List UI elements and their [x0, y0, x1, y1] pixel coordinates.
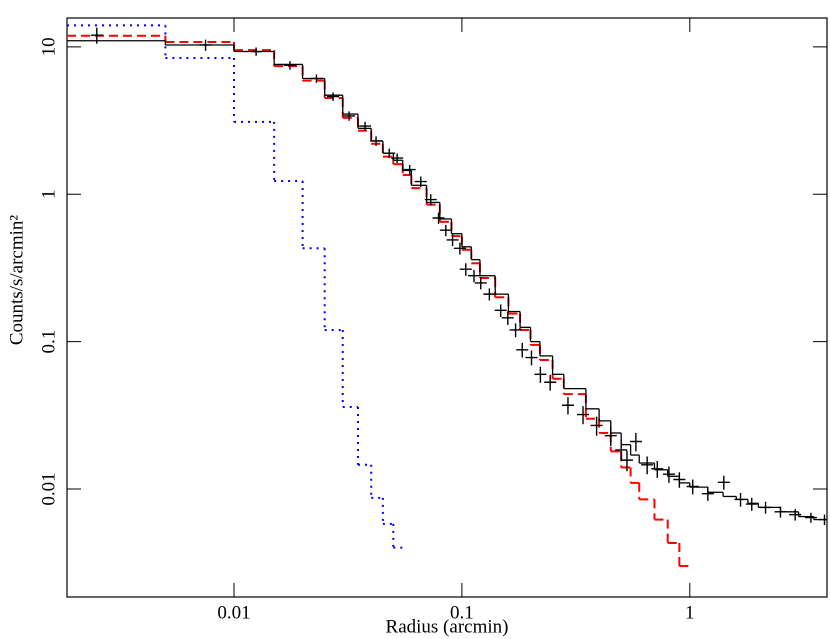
data-point [620, 450, 633, 472]
data-point [734, 492, 747, 507]
plot-frame [66, 17, 828, 598]
data-point [327, 92, 340, 101]
data-point [283, 61, 296, 70]
data-point [789, 509, 802, 521]
data-point [662, 466, 675, 483]
data-point [453, 242, 466, 255]
y-tick-label: 0.1 [38, 330, 59, 354]
data-point [516, 342, 529, 358]
data-point [525, 350, 538, 366]
data-point [90, 27, 103, 44]
data-point [759, 501, 772, 514]
data-point [629, 432, 642, 452]
y-tick-label: 0.01 [38, 472, 59, 505]
data-point [501, 311, 514, 325]
data-point [483, 288, 496, 301]
x-tick-label: 0.1 [450, 602, 474, 623]
data-point [577, 406, 590, 425]
data-point [467, 269, 480, 283]
data-point [343, 111, 356, 121]
data-point [818, 514, 827, 525]
data-point [673, 472, 686, 488]
data-point [651, 460, 664, 478]
data-point [391, 153, 404, 163]
data-point [701, 487, 714, 501]
data-point [474, 277, 487, 290]
data-point [250, 47, 263, 56]
data-point [359, 121, 372, 131]
plot-area [67, 24, 827, 568]
data-point [199, 39, 212, 51]
data-point [804, 512, 817, 523]
y-tick-label: 10 [38, 37, 59, 56]
data-point [446, 234, 459, 247]
data-point [717, 475, 730, 490]
data-point [424, 194, 437, 206]
y-tick-label: 1 [38, 189, 59, 199]
data-point [414, 176, 427, 187]
x-tick-label: 1 [685, 602, 695, 623]
data-point [439, 224, 452, 237]
data-point [615, 440, 628, 462]
data-point [403, 164, 416, 175]
data-point [774, 506, 787, 518]
data-point [370, 136, 383, 146]
x-tick-label: 0.01 [217, 602, 250, 623]
data-point [459, 263, 472, 276]
data-point [310, 74, 323, 83]
data-point [641, 456, 654, 475]
data-point [383, 148, 396, 159]
x-axis-label: Radius (arcmin) [386, 616, 509, 637]
data-point [604, 426, 617, 447]
data-point [509, 323, 522, 338]
data-point [432, 212, 445, 224]
data-point [534, 366, 547, 383]
data-point [745, 497, 758, 511]
data-point [561, 397, 574, 415]
data-point [494, 304, 507, 317]
data-point [686, 479, 699, 495]
data-point [544, 374, 557, 391]
data-point [590, 416, 603, 436]
y-axis-label: Counts/s/arcmin² [6, 215, 27, 346]
